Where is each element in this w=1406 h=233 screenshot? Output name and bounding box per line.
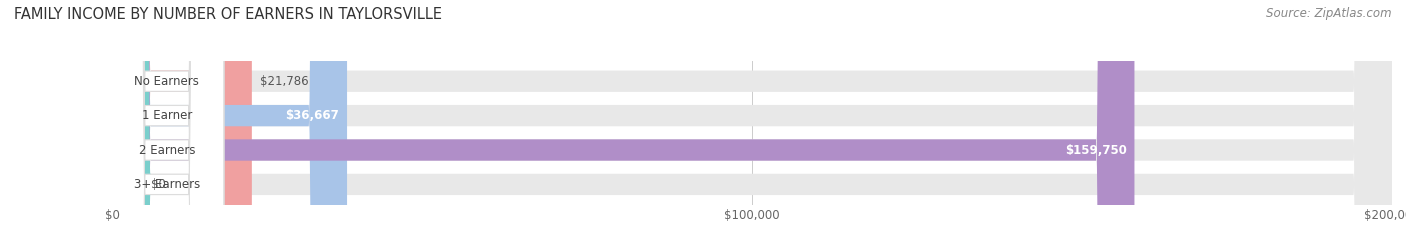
Text: 1 Earner: 1 Earner bbox=[142, 109, 193, 122]
FancyBboxPatch shape bbox=[110, 0, 224, 233]
FancyBboxPatch shape bbox=[110, 0, 224, 233]
FancyBboxPatch shape bbox=[112, 0, 1392, 233]
Text: Source: ZipAtlas.com: Source: ZipAtlas.com bbox=[1267, 7, 1392, 20]
Text: $0: $0 bbox=[150, 178, 166, 191]
Text: FAMILY INCOME BY NUMBER OF EARNERS IN TAYLORSVILLE: FAMILY INCOME BY NUMBER OF EARNERS IN TA… bbox=[14, 7, 441, 22]
FancyBboxPatch shape bbox=[112, 0, 1135, 233]
Text: $21,786: $21,786 bbox=[260, 75, 308, 88]
Text: 3+ Earners: 3+ Earners bbox=[134, 178, 200, 191]
FancyBboxPatch shape bbox=[112, 0, 1392, 233]
FancyBboxPatch shape bbox=[100, 0, 150, 233]
Text: $36,667: $36,667 bbox=[285, 109, 339, 122]
FancyBboxPatch shape bbox=[112, 0, 347, 233]
Text: $159,750: $159,750 bbox=[1064, 144, 1126, 157]
FancyBboxPatch shape bbox=[112, 0, 1392, 233]
FancyBboxPatch shape bbox=[112, 0, 1392, 233]
FancyBboxPatch shape bbox=[110, 0, 224, 233]
Text: No Earners: No Earners bbox=[135, 75, 200, 88]
FancyBboxPatch shape bbox=[110, 0, 224, 233]
Text: 2 Earners: 2 Earners bbox=[139, 144, 195, 157]
FancyBboxPatch shape bbox=[112, 0, 252, 233]
